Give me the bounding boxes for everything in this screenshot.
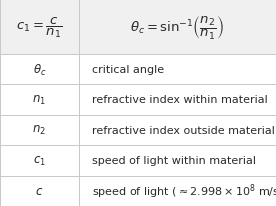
Text: $c_1 = \dfrac{c}{n_1}$: $c_1 = \dfrac{c}{n_1}$ — [16, 15, 63, 39]
Text: speed of light within material: speed of light within material — [92, 156, 256, 166]
Text: $n_2$: $n_2$ — [32, 124, 46, 137]
Text: $c$: $c$ — [35, 184, 44, 197]
Text: refractive index outside material: refractive index outside material — [92, 125, 275, 135]
Text: speed of light ($\approx 2.998\times10^{8}$ m/s): speed of light ($\approx 2.998\times10^{… — [92, 182, 276, 200]
Text: critical angle: critical angle — [92, 65, 164, 75]
Text: refractive index within material: refractive index within material — [92, 95, 268, 105]
Bar — [0, 0, 276, 55]
Text: $c_1$: $c_1$ — [33, 154, 46, 167]
Text: $\theta_c = \sin^{-1}\!\left(\dfrac{n_2}{n_1}\right)$: $\theta_c = \sin^{-1}\!\left(\dfrac{n_2}… — [131, 14, 224, 41]
Text: $n_1$: $n_1$ — [32, 94, 46, 107]
Text: $\theta_c$: $\theta_c$ — [33, 62, 46, 77]
